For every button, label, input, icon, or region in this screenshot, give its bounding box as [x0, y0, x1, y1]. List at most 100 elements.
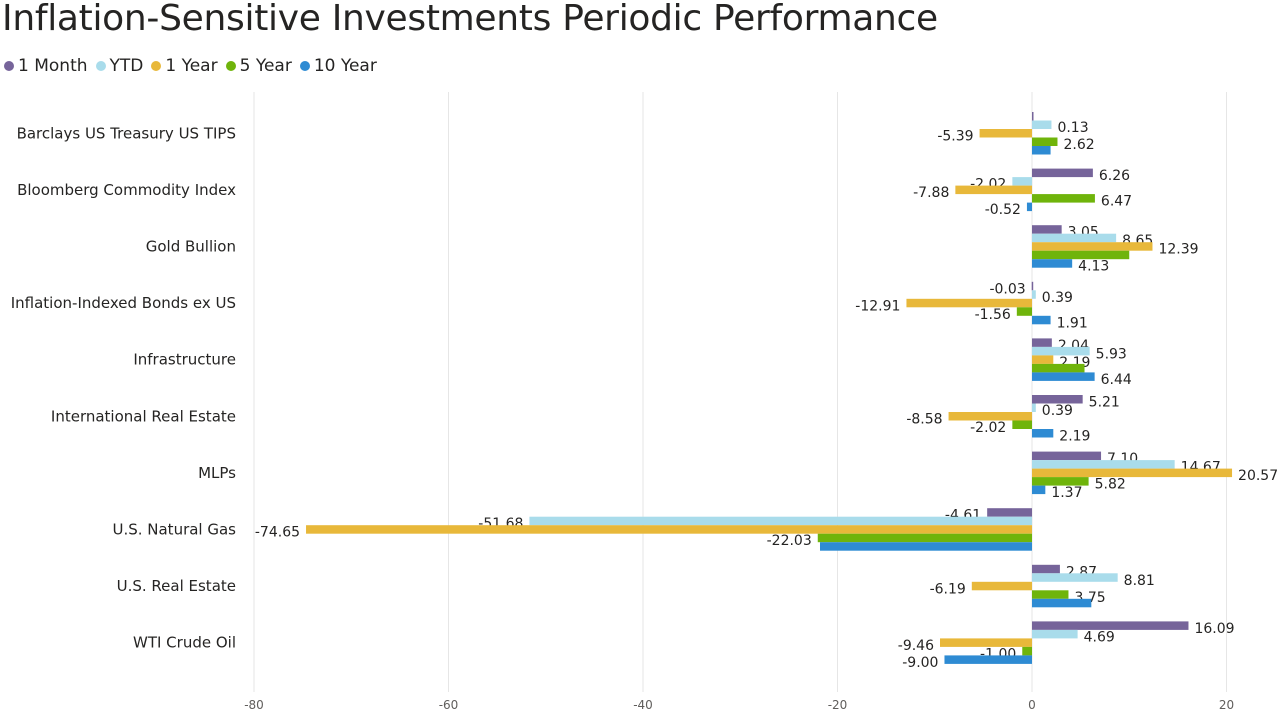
bar — [1032, 355, 1054, 364]
data-label: -2.02 — [970, 420, 1006, 436]
bar — [1032, 573, 1118, 582]
bar — [1032, 598, 1092, 608]
x-tick-label: 20 — [1219, 698, 1234, 712]
data-label: -0.52 — [985, 202, 1021, 218]
x-tick-label: -40 — [633, 698, 653, 712]
data-label: 6.44 — [1101, 372, 1132, 388]
data-label: 2.19 — [1059, 429, 1090, 445]
bar — [529, 516, 1032, 526]
data-label: 12.39 — [1158, 242, 1198, 258]
bar — [1032, 242, 1153, 251]
category-label: Infrastructure — [133, 351, 236, 369]
bar — [1032, 225, 1062, 234]
bar — [1032, 290, 1036, 299]
legend-item[interactable]: YTD — [95, 56, 144, 76]
legend-dot-icon — [151, 61, 162, 71]
bar — [1032, 485, 1046, 495]
bar — [1032, 363, 1085, 373]
category-label: Barclays US Treasury US TIPS — [17, 124, 236, 142]
bar — [1026, 202, 1032, 212]
category-label: U.S. Real Estate — [117, 577, 236, 595]
legend-label: 5 Year — [239, 56, 292, 76]
legend-item[interactable]: 1 Month — [4, 56, 88, 76]
data-label: -5.39 — [937, 129, 973, 145]
data-label: -9.00 — [902, 655, 938, 671]
bar — [1032, 429, 1054, 438]
bar — [940, 638, 1032, 647]
bar — [1032, 315, 1051, 325]
bar — [1032, 120, 1052, 129]
x-tick-label: -80 — [244, 698, 264, 712]
data-label: 20.57 — [1238, 468, 1278, 484]
bar — [1012, 177, 1032, 186]
legend-item[interactable]: 1 Year — [151, 56, 218, 76]
bar — [1032, 194, 1095, 203]
bar — [987, 508, 1032, 517]
bar — [955, 185, 1032, 195]
legend: 1 Month YTD 1 Year 5 Year 10 Year — [4, 56, 385, 76]
chart-title: Inflation-Sensitive Investments Periodic… — [2, 0, 938, 39]
legend-dot-icon — [299, 61, 310, 71]
data-label: 0.39 — [1042, 290, 1073, 306]
category-label: Bloomberg Commodity Index — [17, 181, 236, 199]
data-label: 5.21 — [1089, 395, 1120, 411]
bar — [817, 533, 1032, 543]
legend-dot-icon — [95, 61, 106, 71]
bar — [1032, 468, 1233, 478]
bar — [1032, 564, 1060, 574]
bar — [1032, 346, 1090, 356]
legend-dot-icon — [225, 61, 236, 71]
data-label: 16.09 — [1194, 621, 1234, 637]
category-label: Gold Bullion — [146, 237, 236, 255]
bar — [906, 298, 1032, 308]
bar — [1032, 112, 1034, 121]
data-label: 6.47 — [1101, 194, 1132, 210]
category-label: Inflation-Indexed Bonds ex US — [11, 294, 236, 312]
data-label: 6.26 — [1099, 168, 1130, 184]
bar — [1032, 629, 1078, 639]
data-label: 0.39 — [1042, 403, 1073, 419]
data-label: 5.93 — [1096, 346, 1127, 362]
bar — [1032, 233, 1117, 243]
data-label: -6.19 — [930, 581, 966, 597]
bar — [1032, 250, 1130, 260]
bar — [1032, 460, 1175, 469]
bar — [306, 525, 1032, 534]
bar — [1032, 621, 1189, 630]
bar — [1032, 451, 1102, 461]
legend-item[interactable]: 5 Year — [225, 56, 292, 76]
bar — [1032, 168, 1093, 178]
legend-dot-icon — [4, 61, 14, 71]
data-label: 5.82 — [1095, 477, 1126, 493]
bar — [1032, 477, 1089, 486]
data-label: 1.37 — [1051, 485, 1082, 501]
data-label: 0.13 — [1057, 120, 1088, 136]
data-label: -9.46 — [898, 638, 934, 654]
category-label: WTI Crude Oil — [133, 634, 236, 652]
x-tick-label: 0 — [1028, 698, 1036, 712]
data-label: 4.13 — [1078, 259, 1109, 275]
category-label: MLPs — [198, 464, 236, 482]
bar — [944, 655, 1032, 664]
legend-label: YTD — [109, 56, 144, 76]
data-label: 8.81 — [1124, 573, 1155, 589]
data-label: 2.62 — [1063, 137, 1094, 153]
bar — [1032, 137, 1058, 146]
category-label: U.S. Natural Gas — [112, 520, 236, 538]
legend-label: 1 Year — [165, 56, 218, 76]
data-label: -8.58 — [906, 412, 942, 428]
data-label: -12.91 — [855, 298, 900, 314]
bar — [1032, 395, 1083, 404]
bar — [1032, 146, 1051, 155]
data-label: 1.91 — [1057, 315, 1088, 331]
x-tick-label: -60 — [439, 698, 459, 712]
legend-label: 1 Month — [18, 56, 88, 76]
bar — [971, 581, 1032, 591]
bar — [1032, 403, 1036, 412]
bar — [1032, 259, 1073, 268]
bar — [1031, 281, 1034, 291]
data-label: -1.56 — [975, 307, 1011, 323]
legend-item[interactable]: 10 Year — [299, 56, 377, 76]
bar — [1032, 372, 1095, 381]
